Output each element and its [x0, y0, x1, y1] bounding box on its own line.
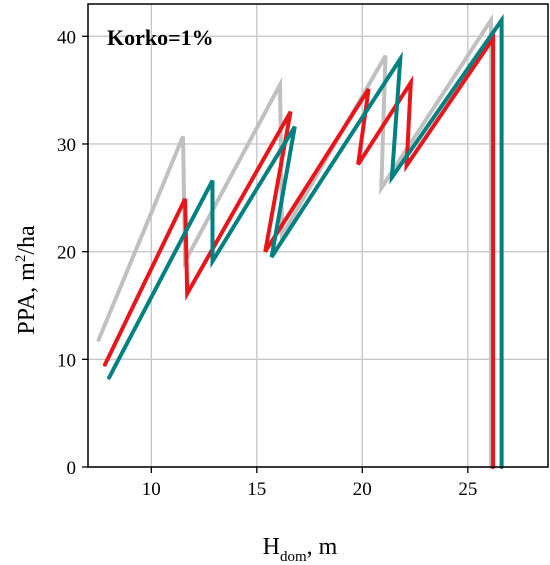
y-tick-label: 0: [67, 458, 77, 479]
x-tick-label: 20: [353, 479, 372, 500]
x-axis-title: Hdom, m: [263, 534, 338, 565]
y-axis-title-superscript: 2: [13, 255, 29, 263]
x-axis-title-suffix: , m: [307, 534, 338, 560]
x-tick-label: 25: [458, 479, 477, 500]
y-tick-label: 10: [57, 350, 76, 371]
y-tick-label: 40: [57, 27, 76, 48]
y-axis-ticks: 0 10 20 30 40: [57, 27, 88, 479]
series-line-grey: [96, 13, 493, 469]
x-axis-title-subscript: dom: [280, 549, 307, 565]
y-axis-title-suffix: /ha: [14, 225, 40, 255]
y-axis-title-main: PPA, m: [14, 262, 40, 335]
y-axis-title: PPA, m2/ha: [13, 225, 40, 335]
series-line-red: [102, 32, 496, 469]
x-tick-label: 10: [142, 479, 161, 500]
x-tick-label: 15: [247, 479, 266, 500]
series-line-teal: [107, 13, 504, 469]
y-tick-label: 20: [57, 243, 76, 264]
series-lines: [96, 13, 504, 469]
y-tick-label: 30: [57, 135, 76, 156]
rate-annotation: Korko=1%: [107, 25, 214, 50]
x-axis-ticks: 10 15 20 25: [142, 467, 477, 500]
x-axis-title-main: H: [263, 534, 280, 560]
grid-lines: [88, 4, 548, 468]
plot-frame: [87, 3, 549, 468]
